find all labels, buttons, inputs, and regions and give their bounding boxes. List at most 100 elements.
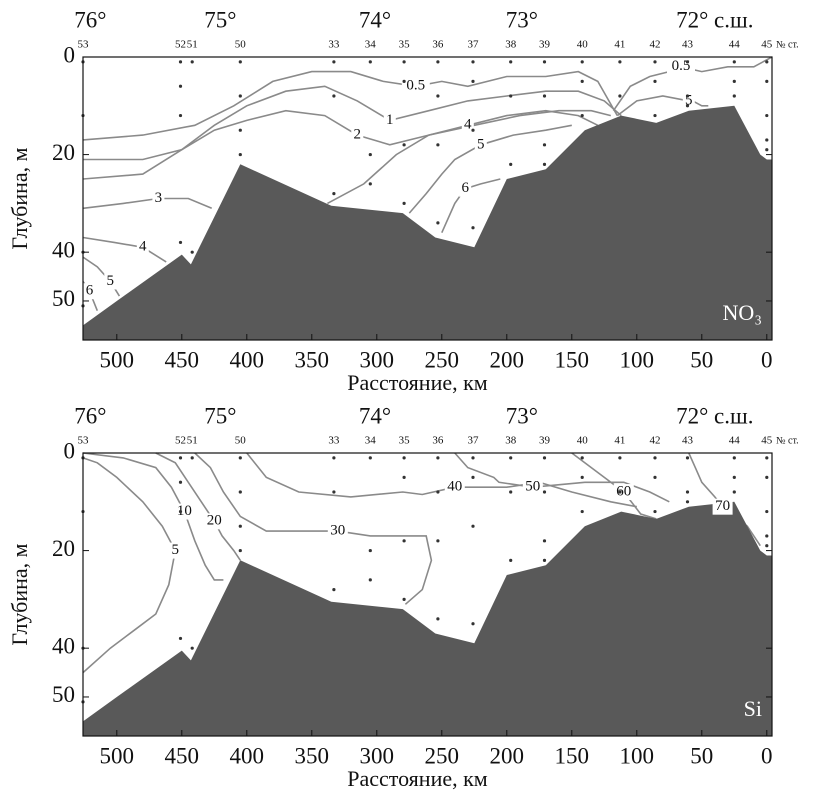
contour-label: 20: [207, 513, 222, 529]
sample-point: [402, 456, 406, 460]
contour-label-bg: [613, 484, 634, 501]
sample-point: [542, 143, 547, 147]
contour-label-bg: [459, 180, 472, 197]
sample-point: [471, 622, 475, 626]
sample-point: [178, 480, 183, 484]
sample-point: [436, 221, 440, 225]
sample-point: [685, 60, 690, 64]
sample-point: [178, 113, 183, 118]
station-label: 36: [432, 39, 444, 51]
sample-point: [332, 490, 336, 494]
sample-point: [580, 475, 584, 479]
sample-point: [238, 152, 242, 157]
sample-point: [368, 456, 372, 460]
contour-label-bg: [461, 117, 474, 134]
sample-point: [542, 456, 547, 460]
station-label: 41: [614, 435, 625, 447]
x-tick-label: 300: [360, 743, 395, 768]
contour-label: 3: [155, 190, 163, 206]
contour-label: 2: [354, 127, 362, 143]
y-tick-label: 0: [64, 438, 76, 463]
sample-point: [332, 94, 336, 98]
sample-point: [685, 94, 690, 98]
sample-point: [765, 544, 769, 548]
sample-point: [402, 597, 406, 601]
x-tick-label: 500: [100, 347, 135, 372]
sample-point: [732, 94, 736, 98]
station-label: 50: [235, 435, 247, 447]
station-label: 42: [650, 39, 661, 51]
x-tick-label: 50: [690, 743, 713, 768]
sample-point: [190, 646, 194, 650]
station-label: 41: [614, 39, 625, 51]
y-tick-label: 0: [64, 42, 76, 67]
sample-point: [471, 524, 475, 528]
station-label: 33: [328, 435, 340, 447]
x-tick-label: 100: [620, 347, 655, 372]
station-label: 43: [682, 435, 694, 447]
sample-point: [765, 60, 769, 64]
sample-point: [436, 617, 440, 621]
sample-point: [368, 182, 372, 186]
station-label: 43: [682, 39, 694, 51]
sample-point: [765, 113, 769, 118]
contour-line: [82, 457, 177, 674]
x-tick-label: 500: [100, 743, 135, 768]
sample-point: [436, 143, 440, 147]
sample-point: [509, 162, 513, 166]
latitude-label: 72° с.ш.: [676, 403, 753, 428]
sample-point: [765, 138, 769, 142]
contour-label-bg: [327, 523, 348, 540]
sample-point: [509, 60, 513, 64]
sample-point: [509, 558, 513, 562]
sample-point: [653, 475, 657, 479]
sample-point: [580, 60, 584, 64]
station-label: 37: [468, 39, 480, 51]
station-label: 37: [468, 435, 480, 447]
sample-point: [238, 490, 242, 494]
station-label: 34: [365, 435, 377, 447]
sample-point: [471, 60, 475, 64]
contour-label-bg: [104, 273, 117, 290]
sample-point: [765, 534, 769, 538]
station-label: 51: [187, 39, 198, 51]
sample-point: [190, 456, 194, 460]
sample-point: [732, 60, 736, 64]
contour-label: 0.5: [672, 58, 691, 74]
parameter-label: Si: [744, 696, 762, 721]
sample-point: [653, 79, 657, 83]
sample-point: [509, 456, 513, 460]
sample-point: [653, 113, 657, 118]
sample-point: [402, 539, 406, 543]
station-label: 38: [505, 435, 517, 447]
latitude-label: 73°: [506, 7, 538, 32]
x-tick-label: 200: [490, 347, 525, 372]
latitude-label: 75°: [204, 7, 236, 32]
y-axis-title: Глубина, м: [7, 543, 32, 645]
contour-label: 5: [107, 273, 115, 289]
y-tick-label: 20: [52, 536, 75, 561]
x-tick-label: 450: [165, 743, 200, 768]
contour-label-bg: [401, 78, 430, 95]
contour-label-bg: [169, 542, 182, 559]
contour-label-bg: [383, 112, 396, 129]
contour-label: 5: [685, 92, 693, 108]
sample-point: [471, 128, 475, 132]
sample-point: [436, 490, 440, 494]
contour-label-bg: [351, 127, 364, 144]
x-tick-label: 400: [230, 743, 265, 768]
sample-point: [542, 558, 547, 562]
sample-point: [542, 162, 547, 166]
latitude-label: 74°: [359, 7, 391, 32]
sample-point: [732, 490, 736, 494]
latitude-label: 76°: [74, 7, 106, 32]
contour-label: 5: [477, 136, 485, 152]
x-tick-label: 200: [490, 743, 525, 768]
contour-line: [82, 70, 618, 141]
sample-point: [178, 636, 183, 641]
contour-label-bg: [152, 190, 165, 207]
contour-line: [82, 197, 213, 210]
sample-point: [765, 79, 769, 83]
plot-frame: [82, 452, 773, 737]
